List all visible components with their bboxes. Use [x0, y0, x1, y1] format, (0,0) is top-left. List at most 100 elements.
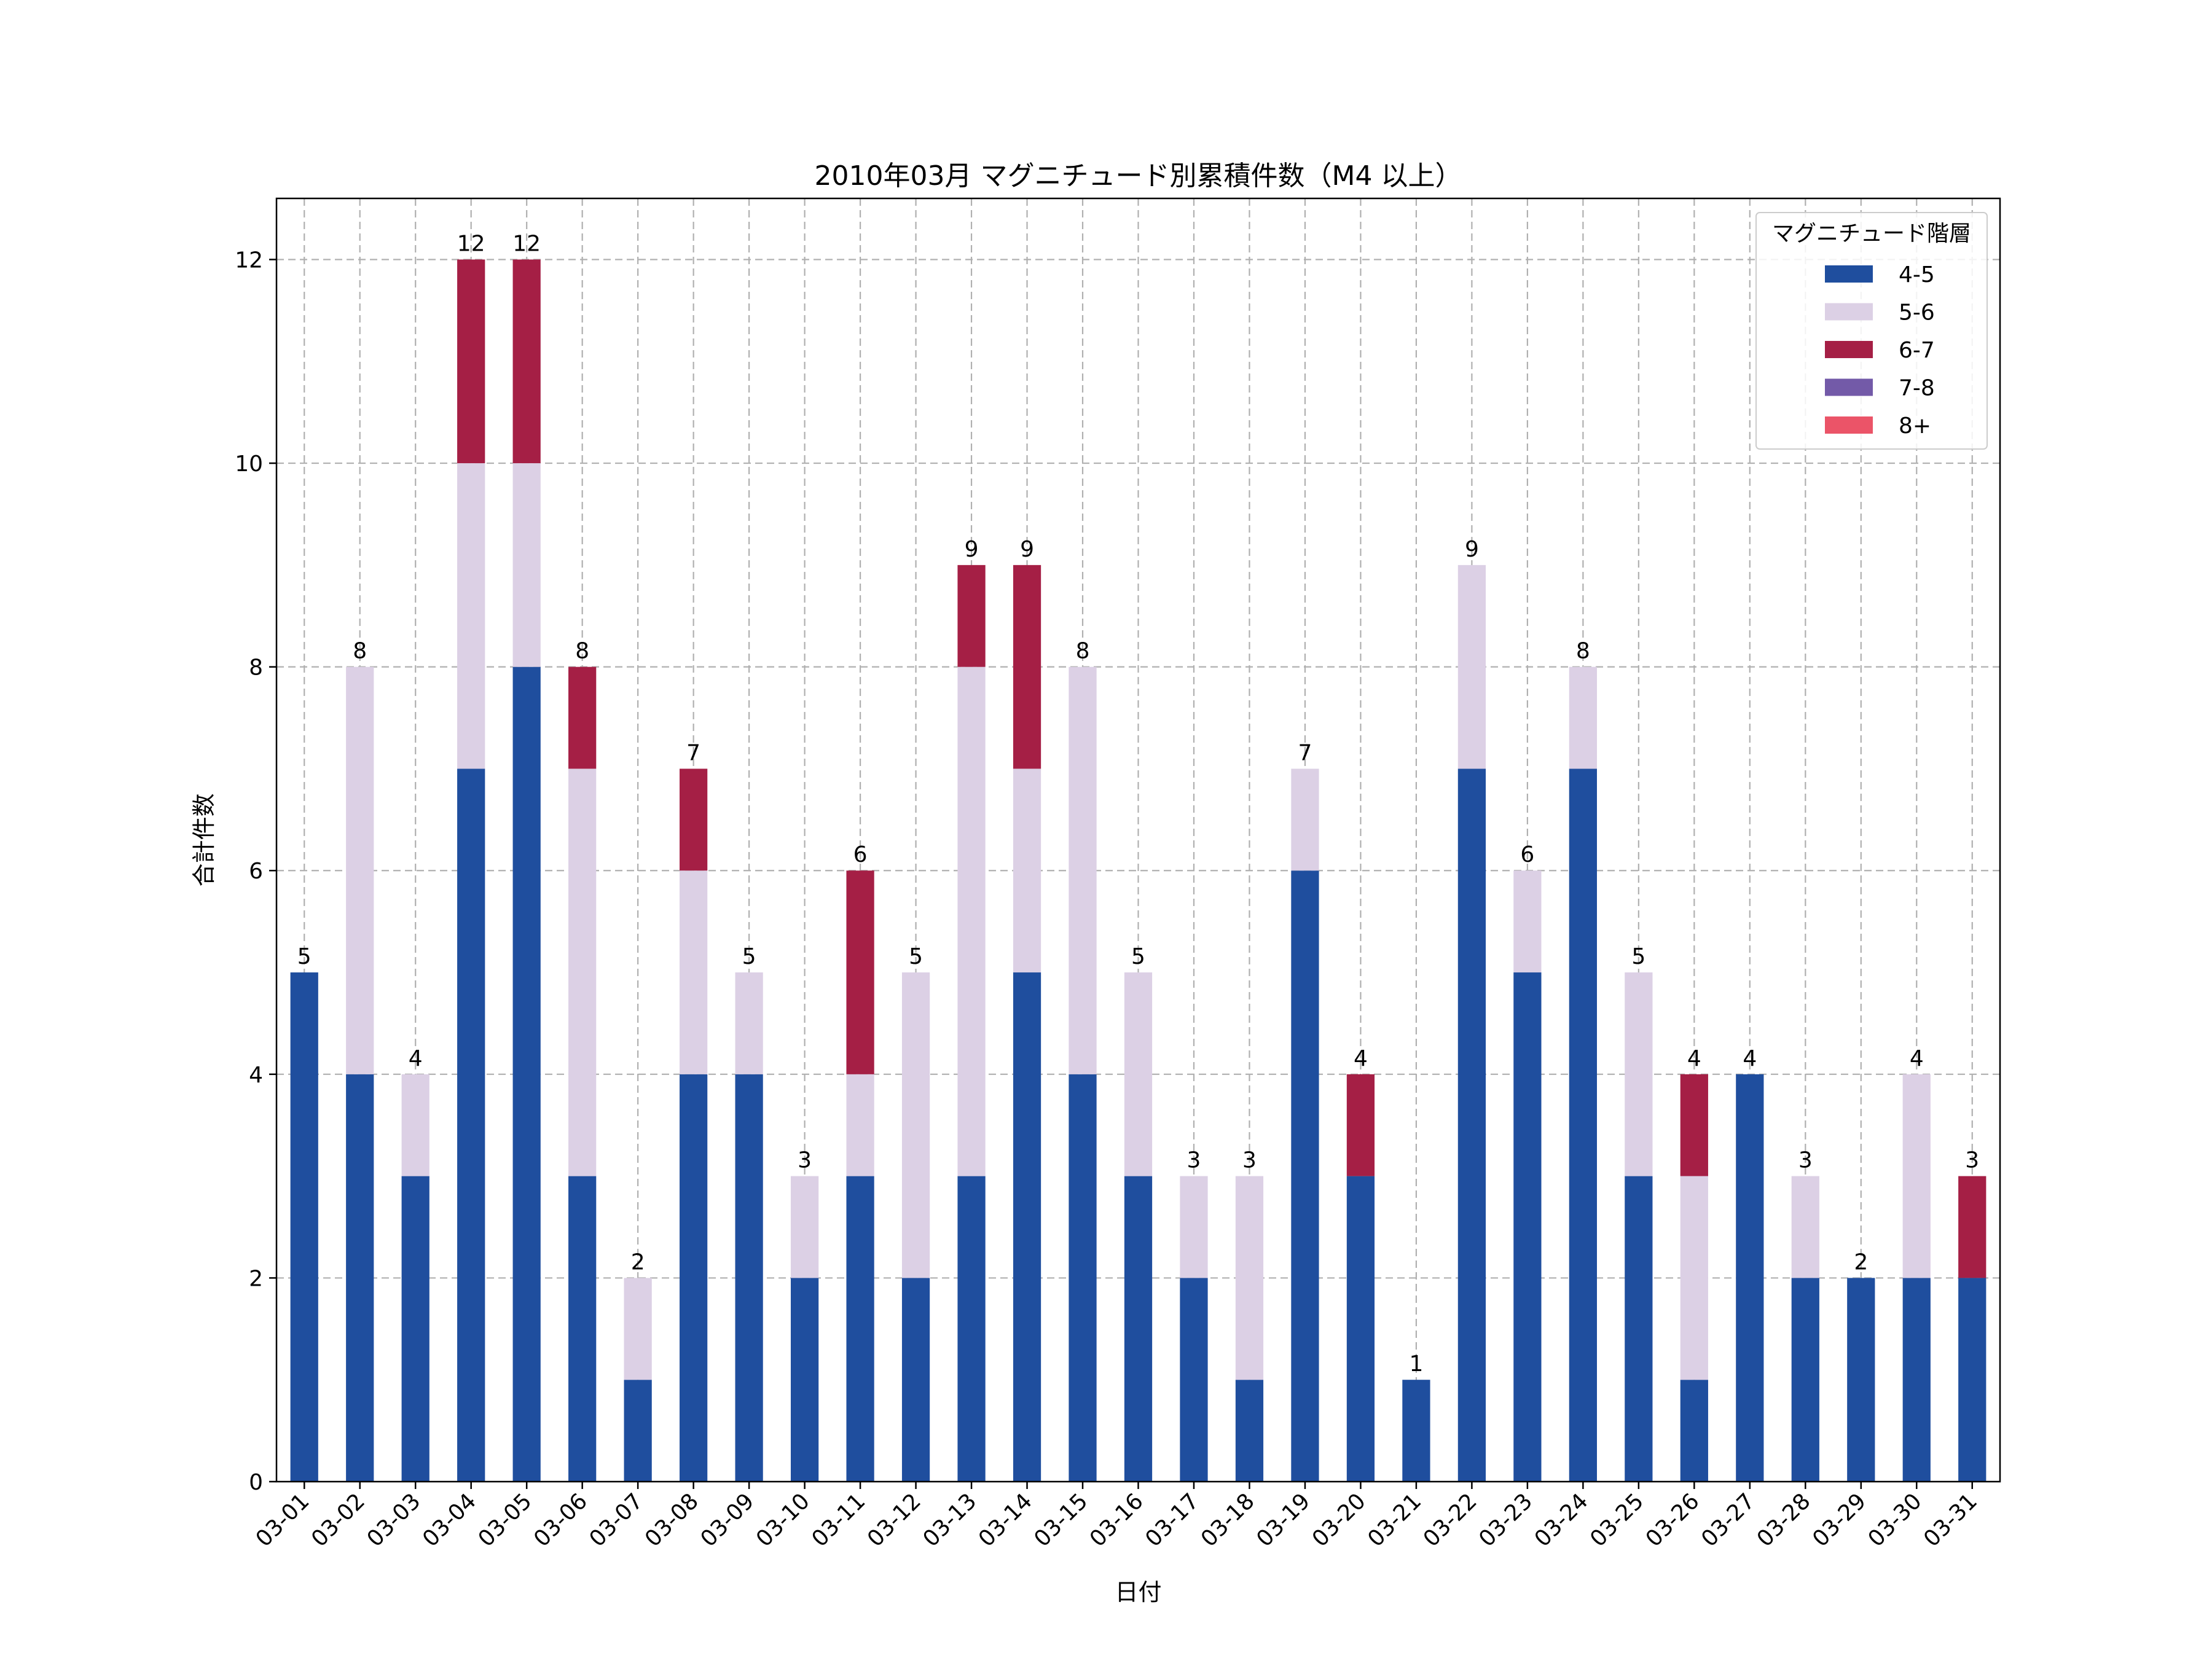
bar-segment-5-6 [624, 1278, 652, 1380]
bar-segment-5-6 [790, 1176, 819, 1278]
legend-label-4-5: 4-5 [1899, 262, 1935, 287]
bar-total-label: 3 [1242, 1148, 1257, 1173]
bar-segment-4-5 [957, 1176, 986, 1482]
legend-swatch-5-6 [1825, 303, 1873, 321]
bar-segment-5-6 [1569, 666, 1597, 769]
bar-total-label: 3 [798, 1148, 812, 1173]
bar-segment-4-5 [1958, 1278, 1986, 1482]
bar-total-label: 12 [457, 231, 485, 256]
bar-segment-5-6 [512, 463, 541, 667]
bar-segment-4-5 [1235, 1380, 1264, 1482]
y-tick-label: 4 [249, 1063, 263, 1088]
bar-segment-5-6 [1791, 1176, 1819, 1278]
bar-segment-4-5 [1569, 768, 1597, 1482]
bar-segment-5-6 [1069, 666, 1097, 1074]
bar-segment-5-6 [1180, 1176, 1208, 1278]
bar-segment-5-6 [957, 666, 986, 1176]
legend-label-5-6: 5-6 [1899, 300, 1935, 326]
bar-total-label: 9 [1465, 537, 1479, 562]
legend-title: マグニチュード階層 [1772, 221, 1971, 246]
bar-segment-5-6 [1291, 768, 1319, 871]
legend-swatch-6-7 [1825, 341, 1873, 358]
bar-segment-4-5 [1680, 1380, 1708, 1482]
bar-total-label: 5 [1131, 944, 1145, 969]
bar-segment-5-6 [1513, 870, 1542, 973]
legend-label-7-8: 7-8 [1899, 376, 1935, 401]
bar-segment-4-5 [1791, 1278, 1819, 1482]
bar-segment-5-6 [568, 768, 597, 1176]
bar-segment-6-7 [512, 259, 541, 464]
bar-total-label: 3 [1798, 1148, 1813, 1173]
bar-segment-4-5 [568, 1176, 597, 1482]
legend-swatch-7-8 [1825, 378, 1873, 396]
bar-total-label: 2 [631, 1249, 645, 1275]
bar-total-label: 5 [1631, 944, 1645, 969]
bar-segment-5-6 [346, 666, 374, 1074]
bar-total-label: 4 [1910, 1046, 1924, 1071]
bar-segment-4-5 [1013, 972, 1041, 1482]
total-labels: 5 8 4 12 12 8 2 7 5 3 6 5 9 9 8 5 3 3 7 4 1 9 6 8 5 4 4 3 2 4 3 [297, 231, 1979, 1377]
bar-total-label: 5 [909, 944, 923, 969]
bar-segment-4-5 [346, 1074, 374, 1482]
bars [290, 259, 1986, 1482]
bar-total-label: 5 [742, 944, 756, 969]
legend: マグニチュード階層 4-5 5-6 6-7 7-8 8+ [1755, 212, 1988, 450]
legend-items: 4-5 5-6 6-7 7-8 8+ [1825, 262, 1935, 439]
y-tick-label: 6 [249, 859, 263, 884]
bar-segment-4-5 [735, 1074, 763, 1482]
legend-label-8+: 8+ [1899, 413, 1931, 439]
bar-segment-6-7 [957, 565, 986, 667]
bar-total-label: 12 [512, 231, 541, 256]
bar-segment-4-5 [1847, 1278, 1875, 1482]
bar-segment-4-5 [512, 666, 541, 1482]
y-tick-label: 0 [249, 1470, 263, 1495]
legend-label-6-7: 6-7 [1899, 338, 1935, 363]
bar-segment-6-7 [1346, 1074, 1375, 1176]
bar-segment-5-6 [680, 870, 708, 1074]
bar-segment-5-6 [1457, 565, 1486, 769]
bar-segment-4-5 [624, 1380, 652, 1482]
bar-segment-6-7 [1958, 1176, 1986, 1278]
bar-segment-4-5 [1513, 972, 1542, 1482]
bar-segment-4-5 [846, 1176, 874, 1482]
bar-total-label: 8 [1076, 639, 1090, 664]
bar-total-label: 4 [1743, 1046, 1757, 1071]
bar-total-label: 1 [1409, 1351, 1423, 1377]
bar-segment-4-5 [901, 1278, 930, 1482]
bar-segment-4-5 [457, 768, 485, 1482]
bar-total-label: 5 [297, 944, 312, 969]
bar-total-label: 3 [1187, 1148, 1201, 1173]
bar-segment-5-6 [1680, 1176, 1708, 1380]
bar-total-label: 6 [853, 842, 868, 867]
bar-total-label: 6 [1520, 842, 1534, 867]
bar-segment-5-6 [1013, 768, 1041, 973]
bar-segment-5-6 [1902, 1074, 1931, 1278]
bar-segment-5-6 [735, 972, 763, 1074]
bar-segment-6-7 [1013, 565, 1041, 769]
bar-total-label: 4 [1354, 1046, 1368, 1071]
y-tick-label: 10 [235, 451, 263, 477]
bar-segment-5-6 [901, 972, 930, 1278]
bar-segment-4-5 [1457, 768, 1486, 1482]
bar-segment-6-7 [846, 870, 874, 1074]
bar-total-label: 4 [409, 1046, 423, 1071]
bar-segment-4-5 [790, 1278, 819, 1482]
bar-segment-4-5 [1625, 1176, 1653, 1482]
bar-segment-4-5 [290, 972, 318, 1482]
bar-segment-5-6 [457, 463, 485, 769]
bar-segment-4-5 [1291, 870, 1319, 1482]
bar-segment-4-5 [680, 1074, 708, 1482]
bar-segment-4-5 [1124, 1176, 1153, 1482]
bar-segment-6-7 [680, 768, 708, 871]
bar-segment-5-6 [1124, 972, 1153, 1176]
y-tick-label: 12 [235, 248, 263, 273]
bar-segment-5-6 [1235, 1176, 1264, 1380]
bar-segment-4-5 [1736, 1074, 1764, 1482]
x-axis-title: 日付 [1115, 1579, 1161, 1606]
bar-total-label: 7 [686, 740, 700, 765]
bar-segment-4-5 [1180, 1278, 1208, 1482]
y-axis-title: 合計件数 [190, 793, 218, 886]
bar-segment-6-7 [568, 666, 597, 769]
y-tick-label: 2 [249, 1266, 263, 1291]
